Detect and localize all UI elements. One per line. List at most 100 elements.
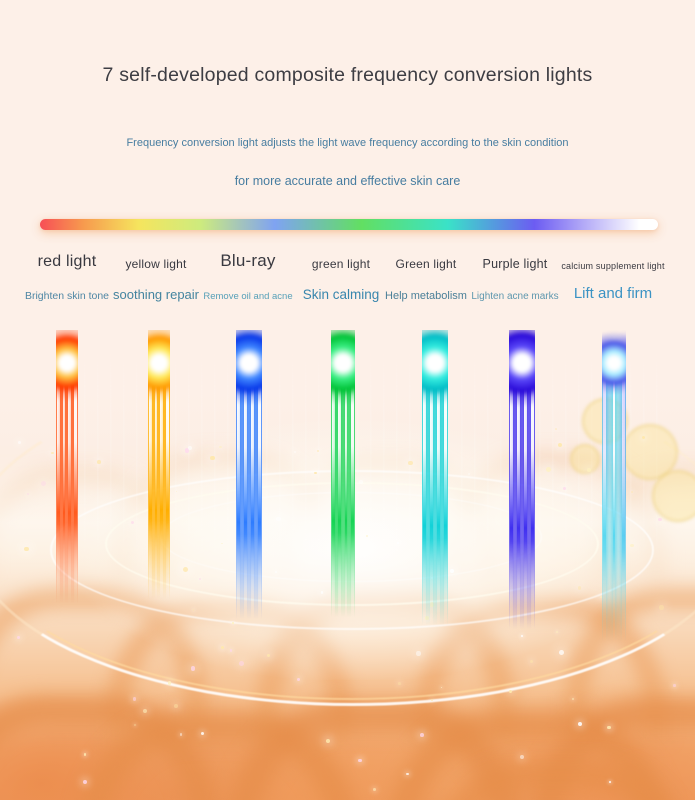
beam-line [166, 372, 169, 602]
collagen-dome [225, 700, 524, 800]
sparkle-dot [350, 449, 355, 454]
collagen-dome [115, 452, 336, 575]
sparkle-dot [658, 605, 664, 611]
sparkle-dot [366, 534, 369, 537]
sparkle-dot [82, 780, 87, 784]
sparkle-dot [558, 650, 564, 656]
light-benefit-label: Brighten skin tone [24, 290, 110, 302]
beam-line [423, 372, 426, 628]
sparkle-dot [134, 724, 137, 727]
beam-line [251, 372, 254, 622]
light-beam-6 [477, 318, 567, 632]
beam-haze [503, 368, 541, 632]
molecule-bubble [570, 444, 600, 474]
ripple-ring [50, 470, 654, 630]
sparkle-dot [320, 591, 324, 594]
sparkle-dot [276, 516, 281, 522]
beam-line [332, 372, 335, 620]
ripple-ring [0, 370, 695, 706]
sparkle-dot [18, 441, 22, 445]
sparkle-dot [175, 490, 178, 493]
light-benefit-label: soothing repair [113, 287, 199, 302]
collagen-dome [385, 710, 673, 800]
beam-line [237, 372, 240, 622]
sparkle-dot [468, 472, 471, 475]
sparkle-dot [184, 448, 190, 453]
center-glow-band [0, 455, 695, 605]
light-column-7: calcium supplement light Lift and firm [538, 250, 688, 302]
beam-line [68, 372, 71, 606]
beam-line [622, 372, 625, 645]
collagen-dome [0, 585, 208, 729]
light-column-1: red light Brighten skin tone [0, 250, 142, 302]
sparkle-dot [16, 635, 21, 639]
light-column-3: Blu-ray Remove oil and acne [173, 250, 323, 302]
light-beam-1 [28, 324, 106, 606]
light-orb [300, 320, 386, 406]
beam-line [531, 372, 534, 632]
beam-line [149, 372, 152, 602]
collagen-dome [595, 466, 695, 574]
light-column-4: green light Skin calming [266, 250, 416, 302]
sparkle-dot [562, 487, 566, 491]
sparkle-dot [187, 445, 193, 450]
sparkle-dot [557, 443, 562, 448]
beam-line [517, 372, 520, 632]
light-column-6: Purple light Lighten acne marks [440, 250, 590, 302]
collagen-dome [530, 698, 695, 800]
beam-haze [416, 368, 454, 628]
sparkle-dot [429, 602, 435, 607]
sparkle-dot [174, 703, 179, 708]
light-orb [119, 323, 199, 403]
molecule-bubble [622, 424, 678, 480]
sparkle-dot [198, 578, 201, 581]
sparkle-dot [41, 481, 46, 487]
sparkle-dot [554, 428, 557, 431]
sparkle-dot [642, 435, 646, 439]
collagen-dome [0, 695, 220, 800]
light-streak-texture [50, 345, 665, 560]
beam-line [612, 372, 615, 645]
sparkle-dot [316, 449, 319, 452]
sparkle-dot [220, 645, 224, 649]
ripple-ring [105, 482, 599, 606]
sparkle-dot [200, 732, 204, 736]
beam-line [57, 372, 60, 606]
light-beam-7 [582, 330, 646, 645]
sparkle-dot [337, 434, 340, 436]
light-benefit-label: Lighten acne marks [471, 291, 559, 302]
beam-line [437, 372, 440, 628]
sparkle-dot [406, 772, 409, 776]
sparkle-dot [221, 542, 223, 545]
collagen-dome [105, 598, 353, 740]
sparkle-dot [373, 787, 376, 791]
light-name-label: green light [311, 257, 371, 271]
sparkle-dot [50, 451, 54, 455]
sparkle-dot [416, 651, 421, 656]
sparkle-dot [97, 460, 101, 464]
sparkle-dot [586, 468, 591, 473]
collagen-dome [420, 760, 695, 800]
light-orb [477, 318, 567, 408]
collagen-dome [280, 458, 496, 576]
light-benefit-label: Skin calming [302, 287, 380, 302]
beam-line [154, 372, 158, 602]
sparkle-dot [130, 520, 135, 525]
beam-line [444, 372, 447, 628]
ripple-ring [160, 492, 542, 582]
beam-line [74, 372, 77, 606]
sparkle-dot [266, 653, 271, 658]
sparkle-dot [293, 451, 296, 454]
sparkle-dot [420, 732, 424, 737]
sparkle-dot [182, 567, 188, 572]
sparkle-dot [24, 546, 29, 552]
sparkle-dot [159, 459, 163, 462]
sparkle-dot [571, 697, 574, 700]
light-beam-5 [392, 320, 478, 628]
sparkle-dot [508, 689, 513, 694]
sparkle-dot [179, 733, 183, 736]
orange-wash-background [0, 388, 695, 800]
collagen-dome [415, 596, 668, 740]
light-name-label: Green light [395, 257, 457, 271]
